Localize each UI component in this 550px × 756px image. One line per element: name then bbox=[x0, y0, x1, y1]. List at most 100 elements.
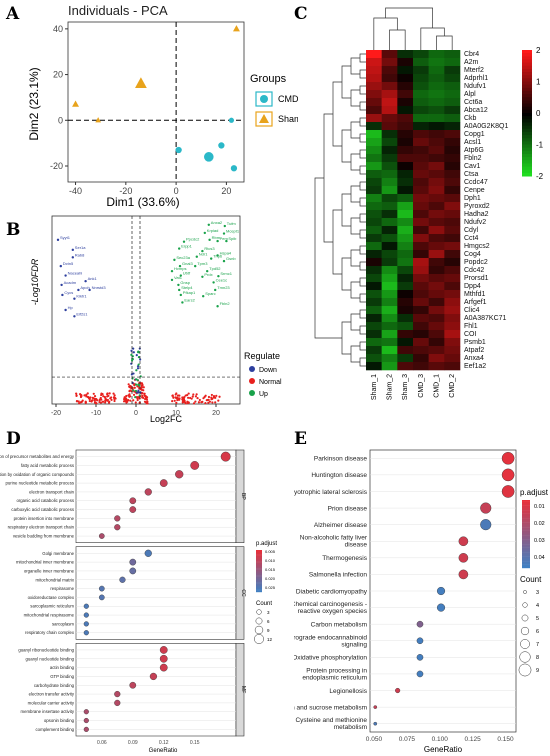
volcano-point-normal bbox=[128, 385, 131, 388]
heatmap-cell bbox=[397, 90, 414, 99]
volcano-point-up bbox=[216, 254, 219, 257]
go-dot bbox=[149, 672, 158, 681]
heatmap-row-dendrogram bbox=[359, 293, 366, 303]
volcano-gene-label-up: Hvmps bbox=[174, 266, 186, 271]
heatmap-cell bbox=[428, 330, 445, 339]
heatmap-colorbar-tick: -1 bbox=[536, 141, 544, 150]
heatmap-cell bbox=[366, 362, 382, 371]
go-dot bbox=[144, 488, 152, 496]
kegg-term-label: Retrograde endocannabinoid bbox=[294, 634, 367, 641]
go-size-title: Count bbox=[256, 601, 272, 607]
heatmap-colorbar-segment bbox=[522, 131, 532, 136]
heatmap-cell bbox=[381, 306, 398, 315]
heatmap-cell bbox=[444, 114, 461, 123]
heatmap-cell bbox=[428, 346, 445, 355]
heatmap-cell bbox=[428, 74, 445, 83]
volcano-point-normal bbox=[78, 402, 81, 405]
kegg-colorbar-segment bbox=[522, 559, 530, 562]
kegg-dotplot-chart: GeneRatio p.adjust Count Parkinson disea… bbox=[294, 449, 549, 754]
heatmap-cell bbox=[366, 218, 382, 227]
volcano-point-normal bbox=[102, 395, 105, 398]
volcano-point-down bbox=[61, 293, 64, 297]
volcano-point-center bbox=[135, 378, 138, 381]
heatmap-colorbar-segment bbox=[522, 166, 532, 171]
kegg-size-legend-circle bbox=[522, 602, 528, 608]
heatmap-cell bbox=[428, 250, 445, 259]
kegg-colorbar-segment bbox=[522, 500, 530, 502]
heatmap-cell bbox=[366, 138, 382, 147]
volcano-point-center bbox=[136, 367, 140, 370]
heatmap-row-dendrogram bbox=[359, 245, 366, 255]
go-term-label: membrane insertase activity bbox=[21, 709, 75, 714]
heatmap-cell bbox=[366, 130, 382, 139]
volcano-legend-marker bbox=[249, 378, 255, 384]
heatmap-cell bbox=[397, 106, 414, 115]
volcano-point-normal bbox=[123, 397, 126, 400]
heatmap-colorbar-segment bbox=[522, 84, 532, 89]
heatmap-colorbar-segment bbox=[522, 147, 532, 152]
go-xtick-label: 0.12 bbox=[159, 740, 169, 746]
volcano-gene-label-down: Dctn5 bbox=[63, 261, 74, 266]
volcano-point-up bbox=[216, 239, 219, 243]
heatmap-cell bbox=[366, 146, 382, 155]
volcano-gene-label-up: Tmn23 bbox=[217, 285, 230, 290]
kegg-size-legend-circle bbox=[520, 639, 530, 649]
go-xtick-label: 0.09 bbox=[128, 740, 138, 746]
kegg-colorbar-segment bbox=[522, 501, 530, 504]
heatmap-row-label: Adprhl1 bbox=[464, 75, 488, 82]
volcano-point-normal bbox=[205, 399, 208, 402]
heatmap-cell bbox=[366, 154, 382, 163]
heatmap-cell bbox=[444, 290, 461, 299]
heatmap-row-dendrogram bbox=[359, 213, 366, 223]
volcano-point-normal bbox=[187, 396, 190, 399]
volcano-point-normal bbox=[175, 401, 178, 404]
volcano-legend-down: Down bbox=[259, 367, 277, 374]
heatmap-cell bbox=[397, 298, 414, 307]
volcano-point-normal bbox=[141, 391, 144, 395]
kegg-colorbar-segment bbox=[522, 517, 530, 519]
heatmap-row-label: A2m bbox=[464, 59, 479, 66]
volcano-gene-label-down: Naceahl bbox=[68, 271, 83, 276]
kegg-xtick-label: 0.050 bbox=[366, 736, 383, 743]
volcano-point-normal bbox=[210, 396, 213, 399]
volcano-gene-label-down: Kiktr1 bbox=[76, 294, 87, 299]
go-facet-strip bbox=[235, 449, 245, 543]
go-size-legend-label: 12 bbox=[267, 637, 273, 642]
heatmap-cell bbox=[444, 234, 461, 243]
heatmap-col-label: Sham_1 bbox=[371, 374, 378, 400]
volcano-point-normal bbox=[208, 400, 212, 403]
heatmap-col-dendrogram bbox=[420, 27, 445, 50]
heatmap-cell bbox=[444, 282, 461, 291]
volcano-point-up bbox=[225, 239, 228, 243]
go-term-label: guanyl ribonucleotide binding bbox=[18, 647, 74, 652]
volcano-point-down bbox=[71, 248, 74, 252]
heatmap-colorbar-segment bbox=[522, 90, 532, 95]
heatmap-cell bbox=[428, 354, 445, 363]
go-dot bbox=[159, 663, 168, 672]
go-term-label: sarcoplasmic reticulum bbox=[30, 604, 74, 609]
kegg-term-label: Starch and sucrose metabolism bbox=[294, 704, 367, 711]
heatmap-cell bbox=[428, 290, 445, 299]
heatmap-cell bbox=[397, 314, 414, 323]
volcano-gene-label-up: Ppcdc2 bbox=[186, 237, 200, 242]
pca-point-sham bbox=[232, 25, 240, 32]
go-size-legend-circle bbox=[256, 609, 262, 615]
volcano-point-normal bbox=[91, 396, 94, 399]
heatmap-row-dendrogram bbox=[359, 117, 366, 127]
kegg-xtick-label: 0.100 bbox=[432, 736, 449, 743]
volcano-point-normal bbox=[109, 397, 112, 400]
heatmap-cell bbox=[397, 170, 414, 179]
heatmap-cell bbox=[381, 178, 398, 187]
go-term-label: molecular carrier activity bbox=[28, 700, 75, 705]
go-dot bbox=[129, 506, 137, 513]
kegg-term-label: Non-alcoholic fatty liver bbox=[300, 535, 368, 542]
heatmap-cell bbox=[413, 98, 429, 107]
heatmap-colorbar-tick: -2 bbox=[536, 172, 544, 181]
go-dot bbox=[114, 515, 121, 522]
go-xlabel: GeneRatio bbox=[149, 748, 178, 754]
go-colorbar-segment bbox=[256, 571, 262, 573]
kegg-colorbar-segment bbox=[522, 518, 530, 521]
heatmap-cell bbox=[366, 82, 382, 91]
heatmap-colorbar-segment bbox=[522, 163, 532, 168]
heatmap-cell bbox=[413, 114, 429, 123]
